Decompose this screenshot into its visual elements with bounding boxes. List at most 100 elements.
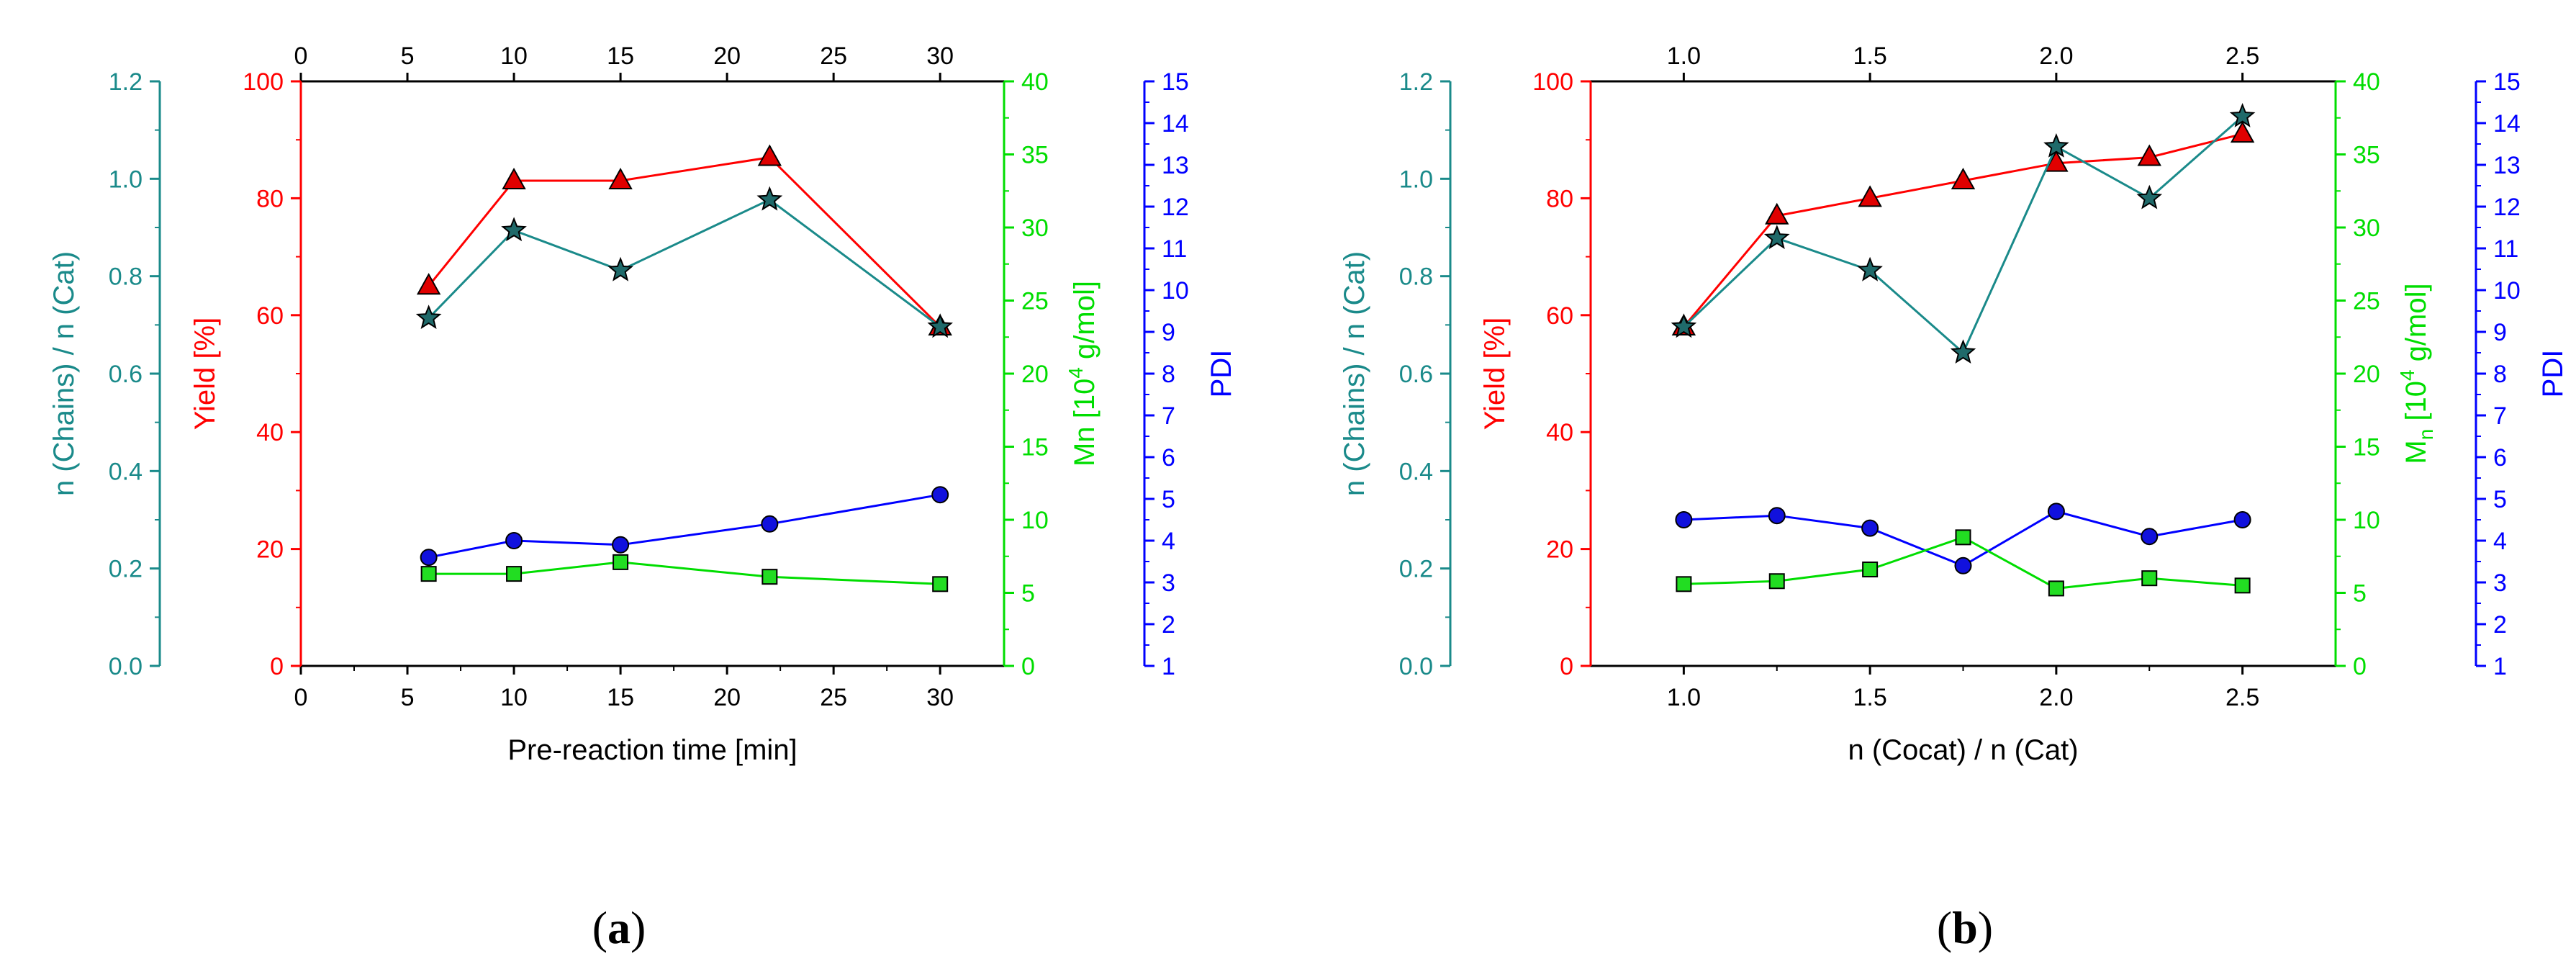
pdi-tick-label: 9 [1162,319,1175,346]
mn-tick-label: 10 [1021,507,1049,534]
top-tick-label: 1.5 [1853,42,1886,70]
series-mn [420,554,949,592]
data-point-chains [1950,339,1976,364]
yield-label-text: Yield [%] [189,317,221,430]
pdi-tick-label: 8 [2493,361,2507,388]
data-point-mn [1768,573,1785,590]
yield-tick-label: 60 [256,302,284,330]
yield-label-text: Yield [%] [1479,317,1511,430]
top-tick-label: 30 [926,42,954,70]
mn-tick-label: 0 [2353,653,2367,680]
panel-caption: (b) [1937,902,1993,953]
data-point-pdi [505,532,523,549]
pdi-tick-label: 4 [2493,528,2507,555]
x-tick-label: 25 [820,684,847,711]
series-yield [416,144,952,336]
mn-tick-label: 25 [1021,288,1049,315]
data-point-yield [608,167,633,190]
data-point-mn [1676,576,1692,592]
data-point-mn [613,554,629,570]
mn-tick-label: 15 [1021,434,1049,461]
chains-axis: 0.0 0.2 0.4 0.6 0.8 1.0 1.2 n (Chains) / n (Cat… [1339,68,1452,680]
chains-tick-label: 1.2 [1399,68,1433,96]
caption-letter: b [1952,902,1978,953]
mn-tick-label: 40 [2353,68,2380,96]
yield-tick-label: 80 [1546,185,1573,212]
chains-axis-label: n (Chains) / n (Cat) [1339,251,1370,496]
data-point-yield [1858,185,1882,207]
data-point-mn [1862,562,1879,578]
mn-tick-label: 10 [2353,507,2380,534]
mn-label-sup: 4 [2396,369,2418,381]
data-point-mn [761,569,778,585]
yield-tick-label: 20 [256,536,284,564]
data-point-mn [506,566,523,582]
mn-label-sub: n [2415,429,2437,441]
pdi-tick-label: 6 [1162,444,1175,472]
data-point-mn [2141,570,2158,587]
data-point-mn [2234,577,2251,594]
series-line-yield [428,156,941,328]
mn-tick-label: 40 [1021,68,1049,96]
top-tick-label: 2.5 [2225,42,2259,70]
data-point-chains [927,313,953,338]
mn-tick-label: 30 [1021,215,1049,242]
series-line-mn [428,561,941,585]
series-pdi [420,486,949,567]
top-tick-label: 25 [820,42,847,70]
x-tick-label: 2.0 [2039,684,2073,711]
data-point-mn [1955,529,1971,546]
series-chains [1671,102,2256,364]
pdi-label-text: PDI [2537,350,2569,398]
data-point-chains [1763,225,1790,249]
pdi-tick-label: 2 [2493,611,2507,639]
data-point-yield [2137,144,2161,166]
data-point-chains [607,256,633,281]
mn-tick-label: 5 [1021,580,1035,608]
yield-axis-label: Yield [%] [189,317,221,430]
yield-tick-label: 40 [1546,419,1573,446]
pdi-tick-label: 11 [1162,235,1187,263]
mn-tick-label: 20 [1021,361,1049,388]
mn-tick-label: 15 [2353,434,2380,461]
pdi-tick-label: 15 [1162,68,1189,96]
x-tick-label: 10 [500,684,528,711]
pdi-axis-label: PDI [1206,350,1237,398]
x-tick-label: 2.5 [2225,684,2259,711]
pdi-axis-label: PDI [2537,350,2569,398]
chains-tick-label: 0.2 [109,556,143,583]
data-point-chains [501,217,527,242]
chains-tick-label: 0.6 [109,361,143,388]
x-tick-label: 1.5 [1853,684,1886,711]
top-tick-label: 0 [294,42,308,70]
data-point-yield [2044,150,2069,172]
mn-axis-label: Mn [104 g/mol] [1065,281,1101,467]
mn-label-sup: 4 [1065,367,1087,379]
chains-tick-label: 0.0 [1399,653,1433,680]
chains-label-text: n (Chains) / n (Cat) [48,251,80,496]
pdi-tick-label: 3 [1162,569,1175,597]
mn-axis: 0 5 10 15 20 25 30 35 40 Mn [104 g/mol] [2334,68,2437,680]
yield-tick-label: 0 [270,653,284,680]
yield-tick-label: 60 [1546,302,1573,330]
chains-tick-label: 0.2 [1399,556,1433,583]
pdi-tick-label: 13 [1162,152,1189,179]
chains-tick-label: 1.0 [109,166,143,193]
series-pdi [1675,502,2251,574]
data-point-mn [420,566,437,582]
yield-tick-label: 0 [1560,653,1573,680]
data-point-pdi [931,486,949,504]
mn-tick-label: 35 [2353,142,2380,169]
mn-tick-label: 5 [2353,580,2367,608]
yield-axis-label: Yield [%] [1479,317,1511,430]
data-point-chains [2043,132,2069,158]
data-point-pdi [2141,528,2159,546]
data-point-mn [2048,580,2064,597]
pdi-tick-label: 10 [1162,277,1189,305]
yield-tick-label: 100 [243,68,284,96]
data-point-chains [2136,184,2163,209]
data-point-mn [932,576,949,592]
mn-label-text: Mn [10 [1069,379,1101,467]
